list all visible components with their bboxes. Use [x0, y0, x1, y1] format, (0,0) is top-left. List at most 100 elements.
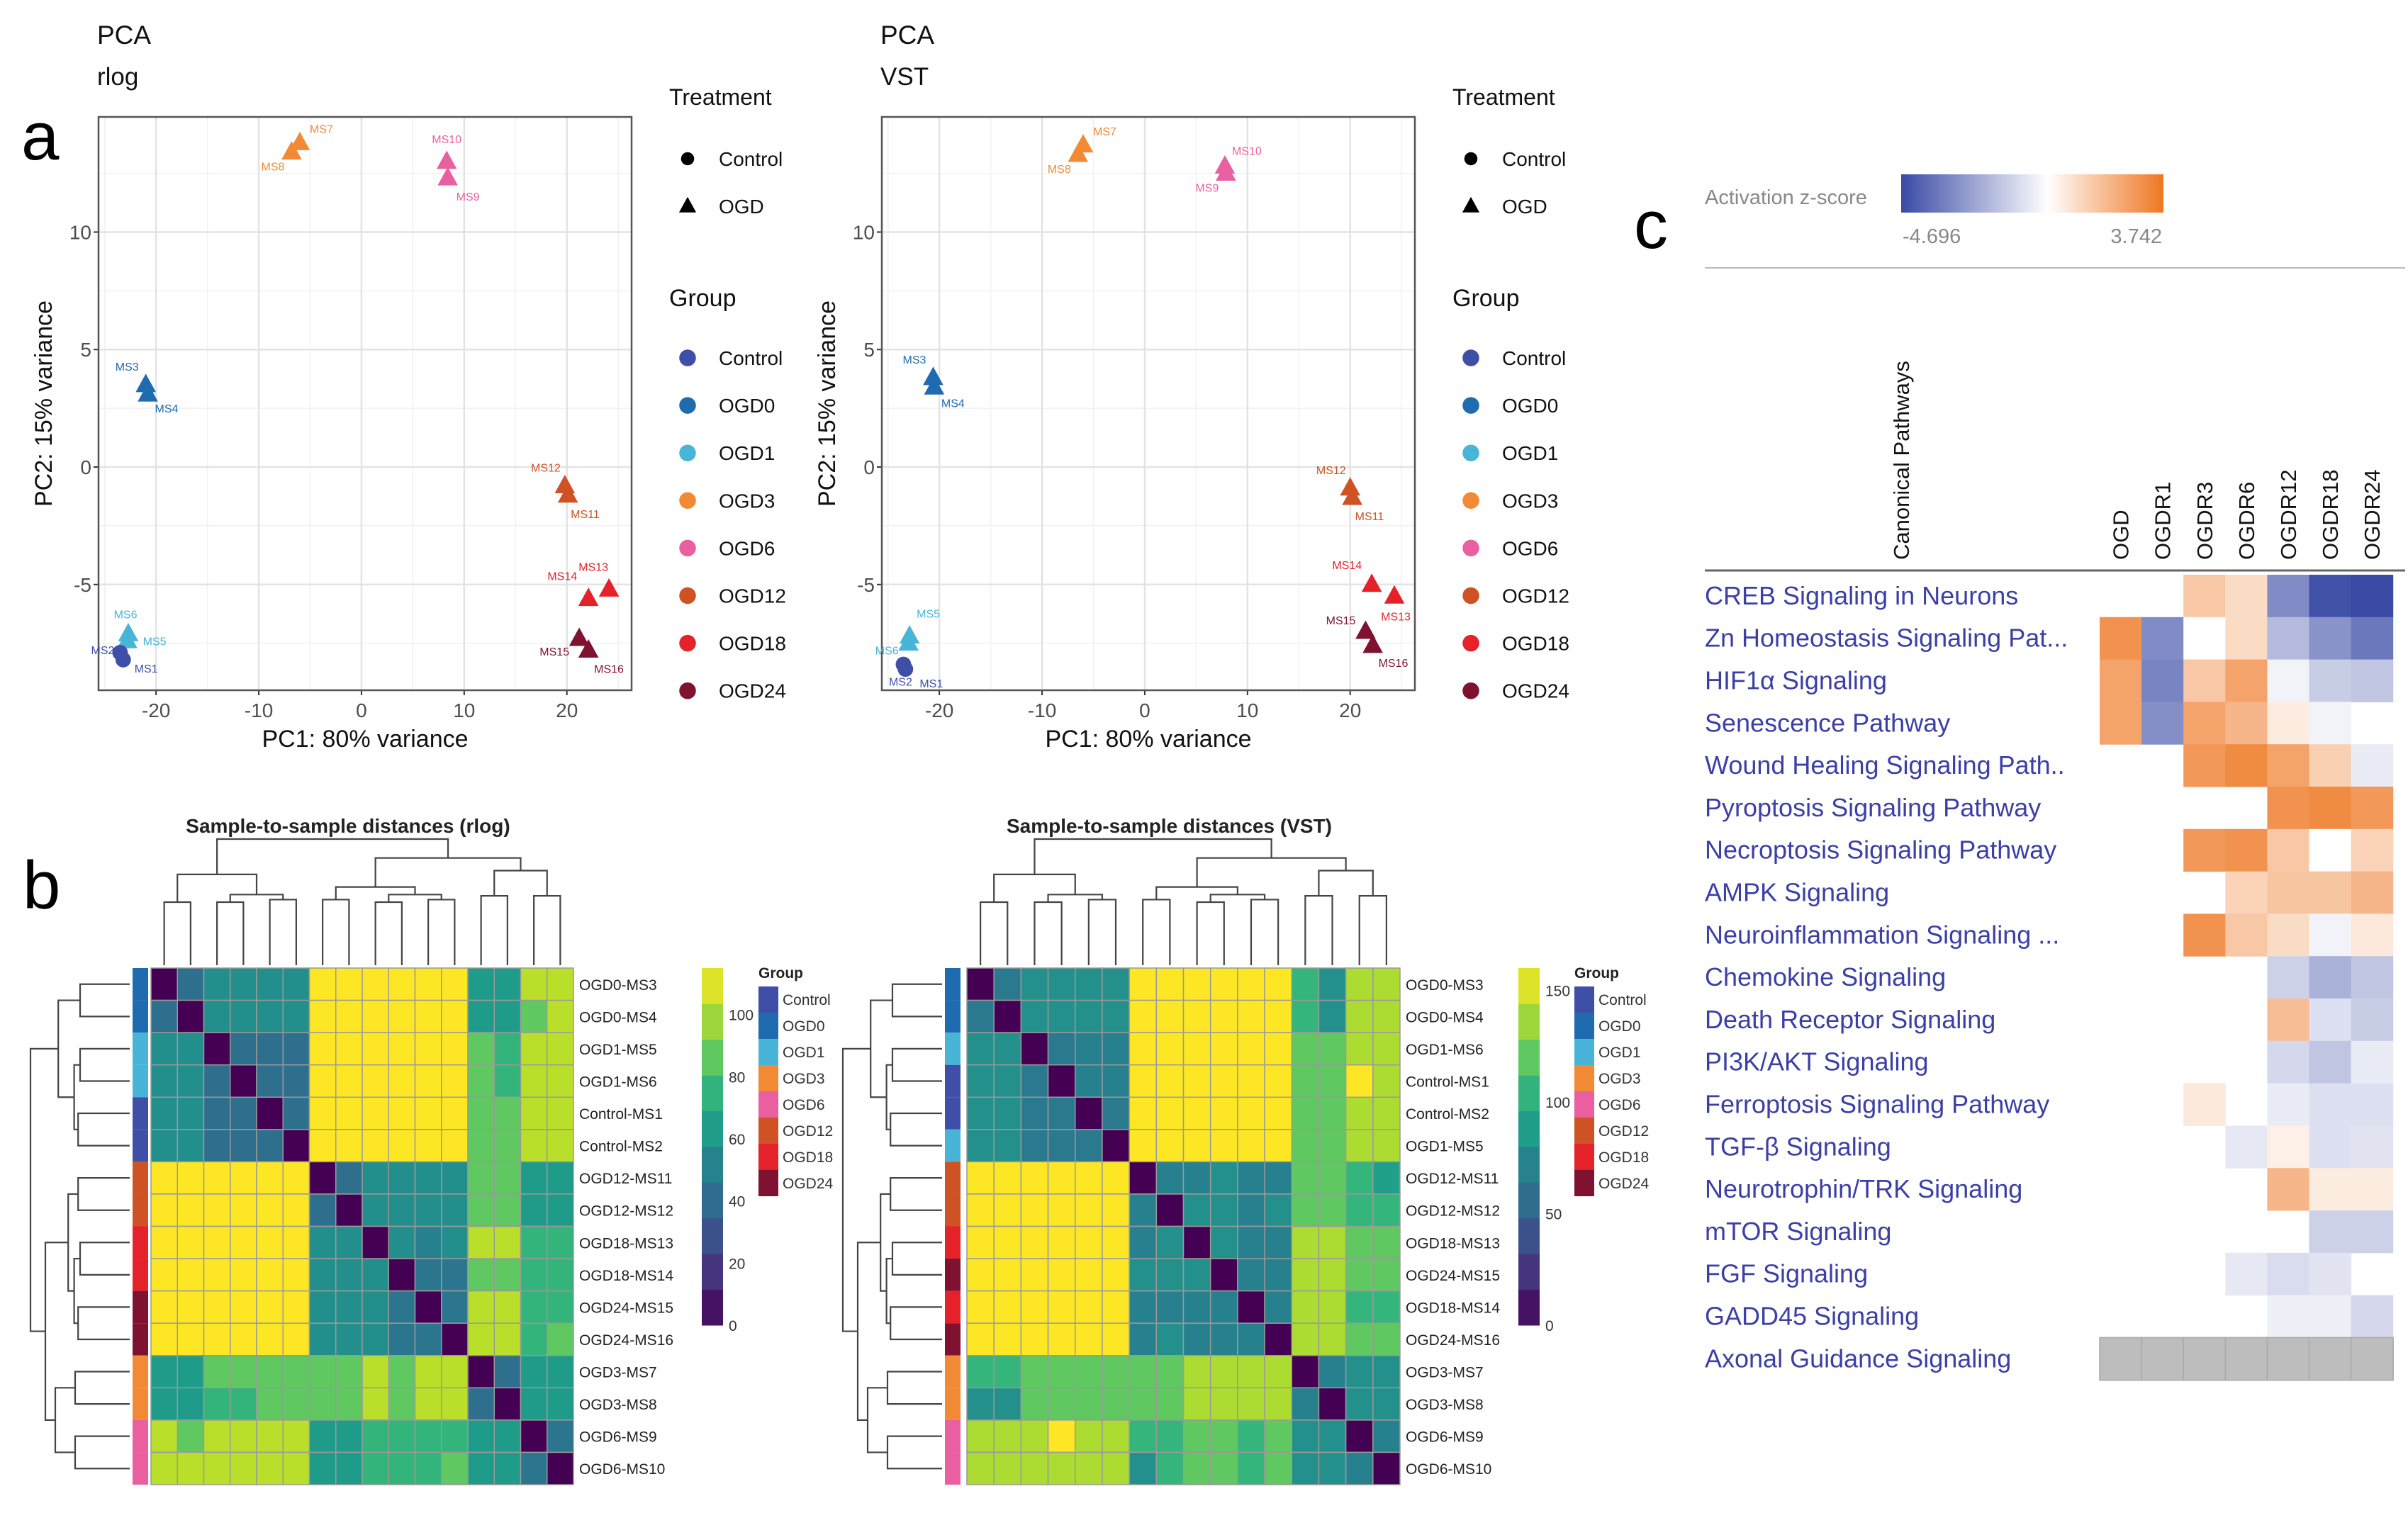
legend-item: OGD0: [1598, 1018, 1641, 1035]
zscore-cell: [2141, 1337, 2185, 1381]
heatmap-cell: [335, 1290, 363, 1324]
heatmap-cell: [1047, 1225, 1076, 1259]
heatmap-cell: [414, 1032, 442, 1066]
heatmap-cell: [203, 1129, 231, 1163]
pathway-link[interactable]: Wound Healing Signaling Path..: [1705, 750, 2065, 780]
zscore-cell: [2351, 1040, 2394, 1084]
pathway-link[interactable]: Axonal Guidance Signaling: [1705, 1344, 2011, 1373]
heatmap-cell: [150, 1355, 178, 1389]
heatmap-cell: [1047, 1161, 1076, 1195]
heatmap-cell: [177, 967, 205, 1001]
dendrogram-branch: [67, 1193, 79, 1292]
point-label: MS3: [116, 361, 139, 373]
heatmap-cell: [1129, 1322, 1158, 1356]
heatmap-cell: [1182, 999, 1211, 1033]
pathway-link[interactable]: mTOR Signaling: [1705, 1217, 1891, 1246]
heatmap-cell: [177, 1387, 205, 1421]
pathway-link[interactable]: Zn Homeostasis Signaling Pat...: [1705, 624, 2068, 653]
y-tick-label: 5: [80, 339, 91, 361]
heatmap-cell: [1209, 1387, 1238, 1421]
heatmap-cell: [1372, 1225, 1401, 1259]
heatmap-cell: [993, 1096, 1022, 1130]
zscore-cell: [2309, 956, 2352, 999]
pathway-link[interactable]: Neurotrophin/TRK Signaling: [1705, 1174, 2022, 1203]
heatmap-cell: [388, 1258, 416, 1292]
data-point: [923, 366, 943, 386]
row-label: OGD0-MS4: [1406, 1009, 1484, 1025]
legend-circle-icon: [1462, 539, 1479, 557]
heatmap-cell: [362, 1290, 389, 1324]
zscore-cell: [2351, 999, 2394, 1042]
pathway-link[interactable]: Ferroptosis Signaling Pathway: [1705, 1090, 2049, 1119]
heatmap-cell: [282, 1387, 310, 1421]
pathway-link[interactable]: HIF1α Signaling: [1705, 666, 1887, 695]
pathway-link[interactable]: GADD45 Signaling: [1705, 1302, 1919, 1331]
heatmap-cell: [547, 1225, 574, 1259]
group-annotation: [133, 1033, 148, 1065]
heatmap-cell: [520, 1129, 548, 1163]
heatmap-cell: [1318, 1129, 1347, 1163]
x-tick-label: 20: [556, 699, 578, 721]
heatmap-cell: [282, 999, 310, 1033]
data-point: [1361, 573, 1382, 592]
row-label: Control-MS2: [1406, 1106, 1489, 1123]
heatmap-cell: [150, 1096, 178, 1130]
group-annotation: [133, 1323, 148, 1356]
legend-swatch: [1574, 1013, 1594, 1039]
group-annotation: [945, 1452, 961, 1485]
heatmap-cell: [441, 1096, 469, 1130]
heatmap-cell: [1291, 1161, 1320, 1195]
zscore-cell: [2351, 956, 2394, 999]
heatmap-cell: [335, 1161, 363, 1195]
heatmap-cell: [230, 1193, 257, 1227]
legend-item: OGD24: [1502, 680, 1569, 702]
heatmap-cell: [1209, 1096, 1238, 1130]
group-annotation: [945, 1162, 961, 1194]
heatmap-cell: [1264, 1387, 1292, 1421]
heatmap-cell: [308, 999, 337, 1033]
legend-circle-icon: [679, 492, 696, 510]
pathway-link[interactable]: Senescence Pathway: [1705, 708, 1950, 737]
heatmap-cell: [1291, 1290, 1320, 1324]
pathway-link[interactable]: Necroptosis Signaling Pathway: [1705, 836, 2056, 865]
pathway-link[interactable]: Pyroptosis Signaling Pathway: [1705, 793, 2041, 822]
pathway-link[interactable]: CREB Signaling in Neurons: [1705, 581, 2018, 610]
plot-panel: [99, 117, 632, 690]
heatmap-cell: [414, 1290, 442, 1324]
heatmap-cell: [1237, 1451, 1265, 1485]
heatmap-cell: [1372, 1290, 1401, 1324]
pathway-link[interactable]: Death Receptor Signaling: [1705, 1005, 1995, 1034]
dendrogram-branch: [79, 1242, 130, 1276]
heatmap-cell: [1264, 1451, 1292, 1485]
legend-circle-icon: [679, 682, 696, 699]
heatmap-cell: [547, 1032, 574, 1066]
point-label: MS1: [135, 663, 158, 675]
heatmap-cell: [308, 1387, 337, 1421]
heatmap-cell: [203, 1387, 231, 1421]
heatmap-cell: [308, 1032, 337, 1066]
heatmap-cell: [256, 1322, 284, 1356]
heatmap-cell: [1318, 1451, 1347, 1485]
pathway-link[interactable]: TGF-β Signaling: [1705, 1132, 1891, 1161]
heatmap-cell: [966, 1419, 995, 1453]
data-point: [598, 578, 620, 597]
pathway-link[interactable]: AMPK Signaling: [1705, 878, 1889, 907]
heatmap-cell: [230, 1322, 257, 1356]
zscore-cell: [2183, 913, 2226, 957]
heatmap-cell: [256, 999, 284, 1033]
group-annotation: [133, 1162, 148, 1194]
heatmap-cell: [1345, 1225, 1374, 1259]
legend-circle-icon: [1462, 397, 1479, 414]
heatmap-cell: [493, 967, 522, 1001]
heatmap-cell: [1291, 999, 1320, 1033]
colorbar-band: [1518, 1289, 1540, 1326]
heatmap-cell: [335, 999, 363, 1033]
heatmap-cell: [1102, 1258, 1130, 1292]
plot-title: PCA: [880, 21, 934, 50]
legend-item: OGD1: [1502, 442, 1558, 464]
pathway-link[interactable]: PI3K/AKT Signaling: [1705, 1047, 1929, 1076]
pathway-link[interactable]: Chemokine Signaling: [1705, 962, 1946, 991]
plot-border: [97, 116, 633, 692]
pathway-link[interactable]: Neuroinflammation Signaling ...: [1705, 920, 2059, 949]
pathway-link[interactable]: FGF Signaling: [1705, 1259, 1868, 1288]
